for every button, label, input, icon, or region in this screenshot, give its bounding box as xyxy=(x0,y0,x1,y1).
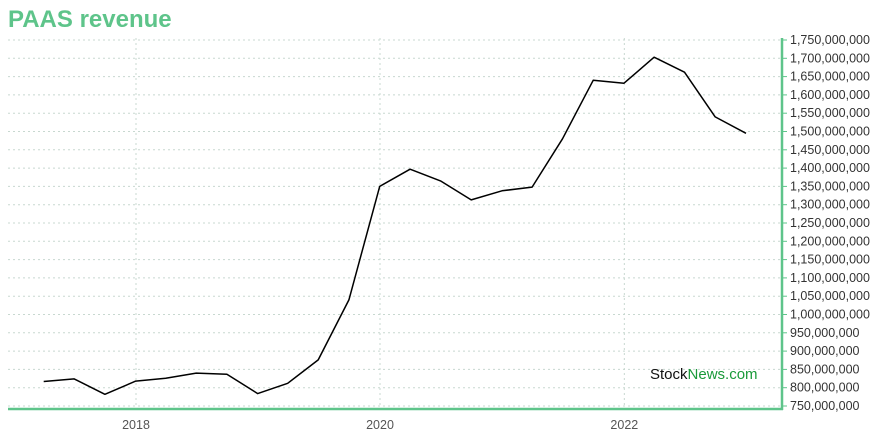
x-tick-label: 2022 xyxy=(610,418,638,432)
watermark-part2: News xyxy=(688,366,726,383)
x-tick-label: 2020 xyxy=(366,418,394,432)
y-tick-label: 1,200,000,000 xyxy=(790,234,870,248)
chart-title: PAAS revenue xyxy=(8,6,172,33)
y-tick-label: 1,550,000,000 xyxy=(790,106,870,120)
y-tick-label: 1,300,000,000 xyxy=(790,198,870,212)
y-tick-label: 1,100,000,000 xyxy=(790,271,870,285)
y-tick-label: 1,600,000,000 xyxy=(790,88,870,102)
y-tick-label: 1,050,000,000 xyxy=(790,289,870,303)
y-tick-label: 1,250,000,000 xyxy=(790,216,870,230)
y-tick-label: 1,450,000,000 xyxy=(790,143,870,157)
y-tick-label: 1,500,000,000 xyxy=(790,125,870,139)
series-line xyxy=(43,56,747,396)
y-tick-label: 1,350,000,000 xyxy=(790,179,870,193)
y-tick-label: 1,150,000,000 xyxy=(790,253,870,267)
series-layer xyxy=(43,56,747,396)
x-tick-label: 2018 xyxy=(122,418,150,432)
watermark-part1: Stock xyxy=(650,366,688,383)
y-tick-label: 1,000,000,000 xyxy=(790,308,870,322)
y-axis-ticks: 750,000,000 800,000,000 850,000,000 900,000… xyxy=(782,33,870,413)
grid-lines xyxy=(8,38,782,408)
y-tick-label: 1,650,000,000 xyxy=(790,70,870,84)
y-tick-label: 850,000,000 xyxy=(790,362,860,376)
y-tick-label: 950,000,000 xyxy=(790,326,860,340)
axes xyxy=(8,38,784,411)
x-axis-ticks: 2018 2020 2022 xyxy=(122,418,638,432)
y-tick-label: 800,000,000 xyxy=(790,381,860,395)
y-tick-label: 900,000,000 xyxy=(790,344,860,358)
y-tick-label: 1,700,000,000 xyxy=(790,51,870,65)
y-tick-label: 1,400,000,000 xyxy=(790,161,870,175)
watermark-part3: .com xyxy=(725,366,758,383)
y-tick-label: 1,750,000,000 xyxy=(790,33,870,47)
y-tick-label: 750,000,000 xyxy=(790,399,860,413)
watermark: StockNews.com xyxy=(650,366,758,383)
